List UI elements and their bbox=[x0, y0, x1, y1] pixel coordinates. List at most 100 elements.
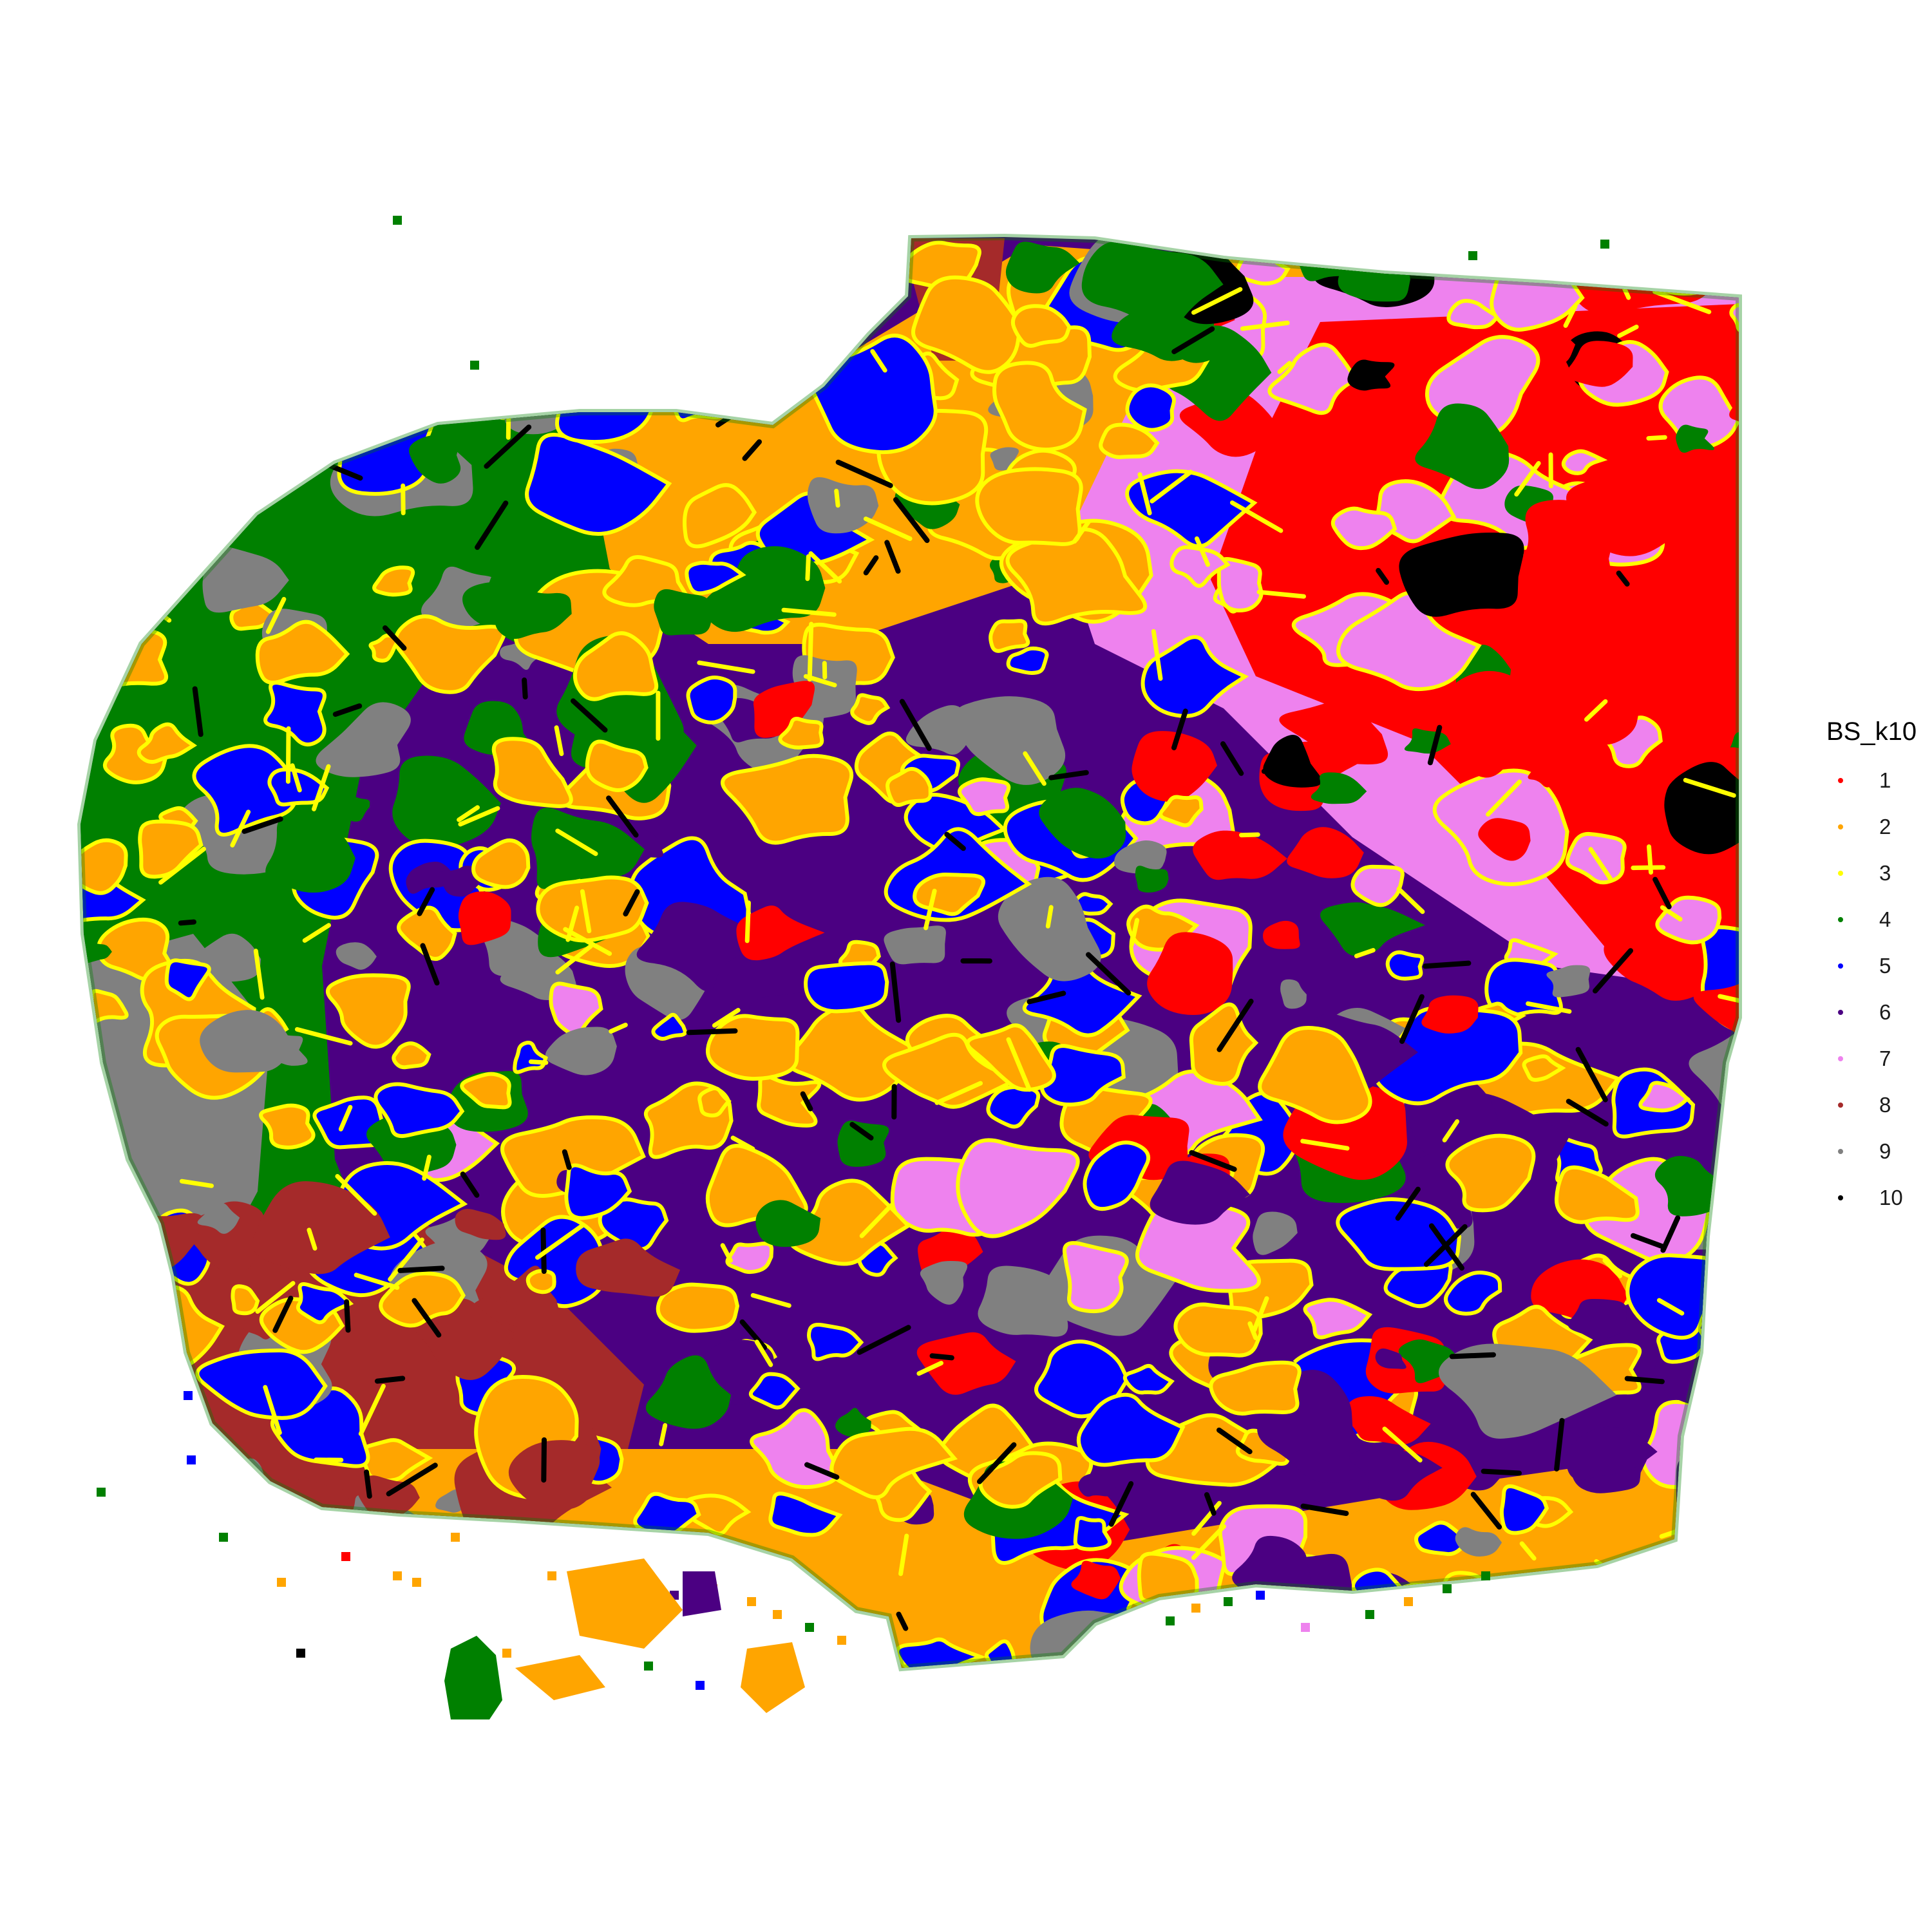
streak-cluster-3 bbox=[359, 260, 399, 290]
region-cluster-9 bbox=[336, 942, 377, 970]
streak-cluster-10 bbox=[484, 424, 532, 469]
legend-item-10: 10 bbox=[1826, 1175, 1929, 1221]
streak-cluster-10 bbox=[511, 367, 521, 404]
region-cluster-4 bbox=[755, 1200, 821, 1247]
region-cluster-5 bbox=[768, 1492, 843, 1537]
streak-cluster-3 bbox=[458, 806, 500, 827]
streak-cluster-10 bbox=[417, 887, 435, 916]
region-cluster-5 bbox=[686, 676, 737, 724]
region-cluster-7 bbox=[1729, 303, 1739, 334]
spot-cluster-4 bbox=[1481, 1571, 1490, 1580]
streak-cluster-3 bbox=[1382, 1426, 1423, 1463]
region-cluster-7 bbox=[725, 1242, 774, 1274]
streak-cluster-10 bbox=[1455, 1618, 1483, 1626]
region-cluster-2 bbox=[573, 631, 659, 701]
streak-cluster-3 bbox=[555, 828, 598, 857]
streak-cluster-10 bbox=[1631, 1233, 1667, 1250]
streak-cluster-10 bbox=[1171, 326, 1215, 354]
streak-cluster-10 bbox=[412, 1298, 442, 1338]
streak-cluster-10 bbox=[1710, 1379, 1719, 1417]
region-cluster-2 bbox=[706, 1014, 800, 1081]
region-cluster-2 bbox=[337, 273, 443, 336]
legend-item-1: 1 bbox=[1826, 757, 1929, 804]
streak-cluster-3 bbox=[580, 889, 592, 934]
streak-cluster-10 bbox=[977, 1442, 1017, 1484]
streak-cluster-3 bbox=[1023, 751, 1046, 786]
region-cluster-4 bbox=[80, 340, 164, 406]
legend-key bbox=[1826, 766, 1855, 795]
legend-label: 10 bbox=[1879, 1186, 1903, 1209]
region-cluster-1 bbox=[916, 1332, 1016, 1395]
streak-cluster-10 bbox=[1554, 1417, 1565, 1472]
region-cluster-1 bbox=[1693, 972, 1739, 1044]
streak-cluster-3 bbox=[1442, 1119, 1460, 1142]
spot-cluster-2 bbox=[773, 1610, 782, 1619]
region-cluster-4 bbox=[1039, 788, 1126, 859]
region-cluster-1 bbox=[753, 681, 815, 738]
region-cluster-9 bbox=[978, 1265, 1068, 1337]
region-cluster-2 bbox=[1734, 964, 1739, 1003]
region-cluster-1 bbox=[1147, 932, 1233, 1016]
region-cluster-5 bbox=[1073, 1516, 1112, 1551]
region-cluster-2 bbox=[87, 380, 207, 470]
tissue-edge bbox=[77, 233, 1742, 1672]
region-cluster-7 bbox=[1603, 237, 1739, 296]
streak-cluster-3 bbox=[1588, 847, 1613, 881]
legend-dot-icon bbox=[1838, 1195, 1843, 1200]
streak-cluster-3 bbox=[285, 726, 291, 784]
spot-cluster-4 bbox=[805, 1623, 814, 1632]
region-cluster-4 bbox=[835, 1408, 871, 1437]
streak-cluster-10 bbox=[1671, 1551, 1689, 1560]
streak-cluster-10 bbox=[1427, 724, 1443, 766]
streak-cluster-10 bbox=[374, 1376, 406, 1384]
region-cluster-2 bbox=[372, 565, 415, 597]
streak-cluster-3 bbox=[312, 764, 331, 811]
streak-cluster-3 bbox=[1653, 289, 1712, 314]
region-cluster-1 bbox=[1478, 818, 1531, 861]
streak-cluster-3 bbox=[1617, 325, 1639, 338]
region-cluster-6 bbox=[1078, 1473, 1117, 1497]
streak-cluster-10 bbox=[1171, 708, 1188, 751]
streak-cluster-3 bbox=[754, 1340, 773, 1367]
region-cluster-4 bbox=[495, 584, 572, 639]
streak-cluster-10 bbox=[835, 459, 893, 488]
region-cluster-5 bbox=[1499, 1484, 1549, 1535]
region-cluster-9 bbox=[1030, 1610, 1185, 1668]
region-cluster-1 bbox=[1421, 995, 1479, 1034]
region-cluster-1 bbox=[1132, 731, 1217, 802]
region-cluster-9 bbox=[200, 1010, 295, 1073]
fragment-cluster-6 bbox=[683, 1571, 721, 1616]
region-cluster-2 bbox=[1145, 1413, 1293, 1487]
region-cluster-9 bbox=[1253, 1211, 1298, 1255]
region-cluster-2 bbox=[255, 620, 350, 685]
streak-cluster-10 bbox=[1616, 571, 1630, 587]
streak-cluster-10 bbox=[1449, 1352, 1496, 1359]
streak-cluster-10 bbox=[686, 1028, 738, 1036]
region-cluster-5 bbox=[651, 1012, 687, 1041]
region-cluster-7 bbox=[1655, 895, 1722, 945]
legend-dot-icon bbox=[1838, 778, 1843, 783]
streak-cluster-10 bbox=[1575, 1046, 1608, 1103]
region-cluster-5 bbox=[895, 1637, 987, 1668]
spot-cluster-4 bbox=[470, 361, 479, 370]
streak-cluster-3 bbox=[294, 261, 317, 302]
legend-label: 9 bbox=[1879, 1139, 1891, 1163]
region-cluster-5 bbox=[1141, 635, 1249, 718]
streak-cluster-3 bbox=[255, 1281, 296, 1314]
streak-cluster-10 bbox=[87, 480, 113, 521]
region-cluster-4 bbox=[80, 472, 163, 539]
region-cluster-4 bbox=[1446, 237, 1487, 270]
region-cluster-10 bbox=[1664, 762, 1739, 855]
region-cluster-1 bbox=[1674, 632, 1739, 708]
region-cluster-9 bbox=[198, 473, 233, 502]
region-cluster-9 bbox=[545, 1027, 617, 1075]
streak-cluster-10 bbox=[1481, 1468, 1522, 1476]
region-cluster-5 bbox=[1414, 1520, 1470, 1557]
streak-cluster-3 bbox=[808, 551, 842, 584]
region-cluster-2 bbox=[138, 819, 204, 879]
legend-key bbox=[1826, 859, 1855, 887]
streak-cluster-3 bbox=[307, 1227, 317, 1251]
region-cluster-4 bbox=[346, 795, 370, 822]
region-cluster-2 bbox=[431, 246, 553, 332]
spot-cluster-5 bbox=[696, 1681, 705, 1690]
